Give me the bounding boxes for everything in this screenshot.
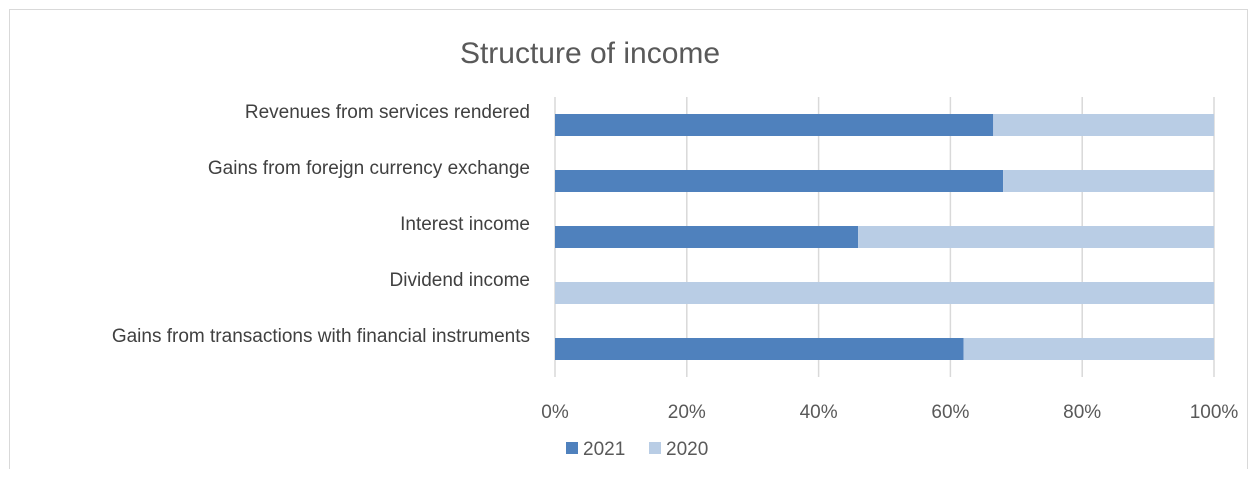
- bar-2020: [1003, 170, 1214, 192]
- bar-2020: [858, 226, 1214, 248]
- category-label: Gains from transactions with financial i…: [112, 326, 530, 347]
- legend: 2021 2020: [566, 439, 708, 460]
- category-labels: Revenues from services rendered Gains fro…: [112, 102, 530, 347]
- x-tick-label: 100%: [1190, 402, 1239, 423]
- x-tick-label: 0%: [541, 402, 569, 423]
- legend-label: 2021: [583, 439, 625, 460]
- bar-2020: [963, 338, 1214, 360]
- bar-2021: [555, 338, 964, 360]
- legend-label: 2020: [666, 439, 708, 460]
- x-tick-label: 20%: [668, 402, 706, 423]
- x-tick-label: 40%: [800, 402, 838, 423]
- category-label: Gains from forejgn currency exchange: [208, 158, 530, 179]
- x-tick-label: 80%: [1063, 402, 1101, 423]
- legend-swatch: [566, 442, 578, 454]
- bar-2021: [555, 170, 1004, 192]
- category-label: Interest income: [400, 214, 530, 235]
- legend-swatch: [649, 442, 661, 454]
- x-tick-labels: 0% 20% 40% 60% 80% 100%: [541, 402, 1238, 423]
- bar-2021: [555, 226, 859, 248]
- bar-2021: [555, 114, 994, 136]
- category-label: Dividend income: [390, 270, 530, 291]
- chart-frame: [9, 9, 1248, 469]
- bar-2020: [993, 114, 1214, 136]
- bar-2020: [555, 282, 1214, 304]
- chart-title: Structure of income: [460, 37, 720, 70]
- x-tick-label: 60%: [931, 402, 969, 423]
- category-label: Revenues from services rendered: [245, 102, 530, 123]
- bars: [555, 114, 1214, 360]
